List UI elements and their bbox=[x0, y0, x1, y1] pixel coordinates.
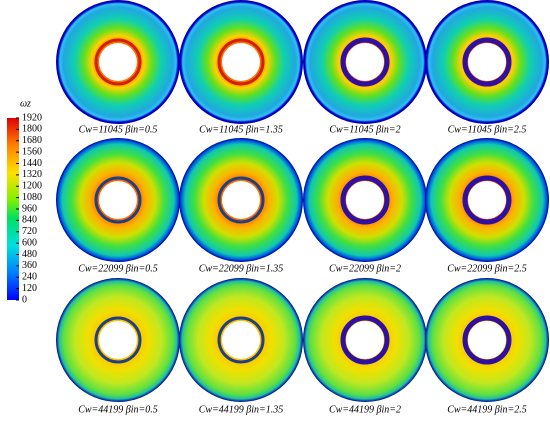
panel-caption: Cw=44199 βin=2.5 bbox=[447, 404, 527, 415]
colorbar-tick-label: 240 bbox=[22, 272, 37, 283]
panel-caption: Cw=22099 βin=1.35 bbox=[199, 263, 284, 274]
colorbar-tick-label: 960 bbox=[22, 203, 37, 214]
colorbar-tick-label: 1320 bbox=[22, 169, 42, 180]
inner-rim bbox=[217, 316, 265, 364]
colorbar-tick-label: 1560 bbox=[22, 146, 42, 157]
panel-caption: Cw=22099 βin=2.5 bbox=[447, 263, 527, 274]
inner-rim bbox=[340, 315, 390, 365]
panel-caption: Cw=22099 βin=0.5 bbox=[78, 263, 158, 274]
inner-rim bbox=[217, 38, 265, 86]
colorbar-tick-label: 1440 bbox=[22, 158, 42, 169]
hub bbox=[99, 43, 137, 81]
colorbar-label: ωz bbox=[20, 98, 31, 109]
inner-rim bbox=[462, 37, 512, 87]
hub bbox=[468, 321, 506, 359]
colorbar-tick-label: 1080 bbox=[22, 192, 42, 203]
colorbar-tick-label: 840 bbox=[22, 215, 37, 226]
panel-caption: Cw=11045 βin=1.35 bbox=[199, 124, 283, 135]
colorbar-tick-label: 1680 bbox=[22, 135, 42, 146]
hub bbox=[99, 181, 137, 219]
hub bbox=[222, 321, 260, 359]
panel-caption: Cw=44199 βin=0.5 bbox=[78, 404, 158, 415]
hub bbox=[346, 181, 384, 219]
hub bbox=[99, 321, 137, 359]
inner-rim bbox=[94, 176, 142, 224]
panel-caption: Cw=11045 βin=2 bbox=[329, 124, 400, 135]
colorbar-tick-label: 1800 bbox=[22, 124, 42, 135]
hub bbox=[222, 181, 260, 219]
inner-rim bbox=[217, 176, 265, 224]
hub bbox=[468, 181, 506, 219]
inner-rim bbox=[340, 37, 390, 87]
inner-rim bbox=[94, 38, 142, 86]
panel-caption: Cw=22099 βin=2 bbox=[329, 263, 401, 274]
hub bbox=[346, 321, 384, 359]
colorbar-tick-label: 360 bbox=[22, 260, 37, 271]
hub bbox=[468, 43, 506, 81]
colorbar-tick-label: 600 bbox=[22, 237, 37, 248]
panel-caption: Cw=11045 βin=0.5 bbox=[79, 124, 158, 135]
panel-caption: Cw=44199 βin=1.35 bbox=[199, 404, 284, 415]
panel-caption: Cw=44199 βin=2 bbox=[329, 404, 401, 415]
inner-rim bbox=[340, 175, 390, 225]
panel-caption: Cw=11045 βin=2.5 bbox=[448, 124, 527, 135]
colorbar-tick-label: 0 bbox=[22, 294, 27, 305]
colorbar-tick-label: 1920 bbox=[22, 112, 42, 123]
hub bbox=[222, 43, 260, 81]
colorbar-tick-label: 120 bbox=[22, 283, 37, 294]
inner-rim bbox=[462, 315, 512, 365]
hub bbox=[346, 43, 384, 81]
colorbar-tick-label: 1200 bbox=[22, 181, 42, 192]
inner-rim bbox=[462, 175, 512, 225]
inner-rim bbox=[94, 316, 142, 364]
colorbar-tick-label: 720 bbox=[22, 226, 37, 237]
colorbar-tick-label: 480 bbox=[22, 249, 37, 260]
